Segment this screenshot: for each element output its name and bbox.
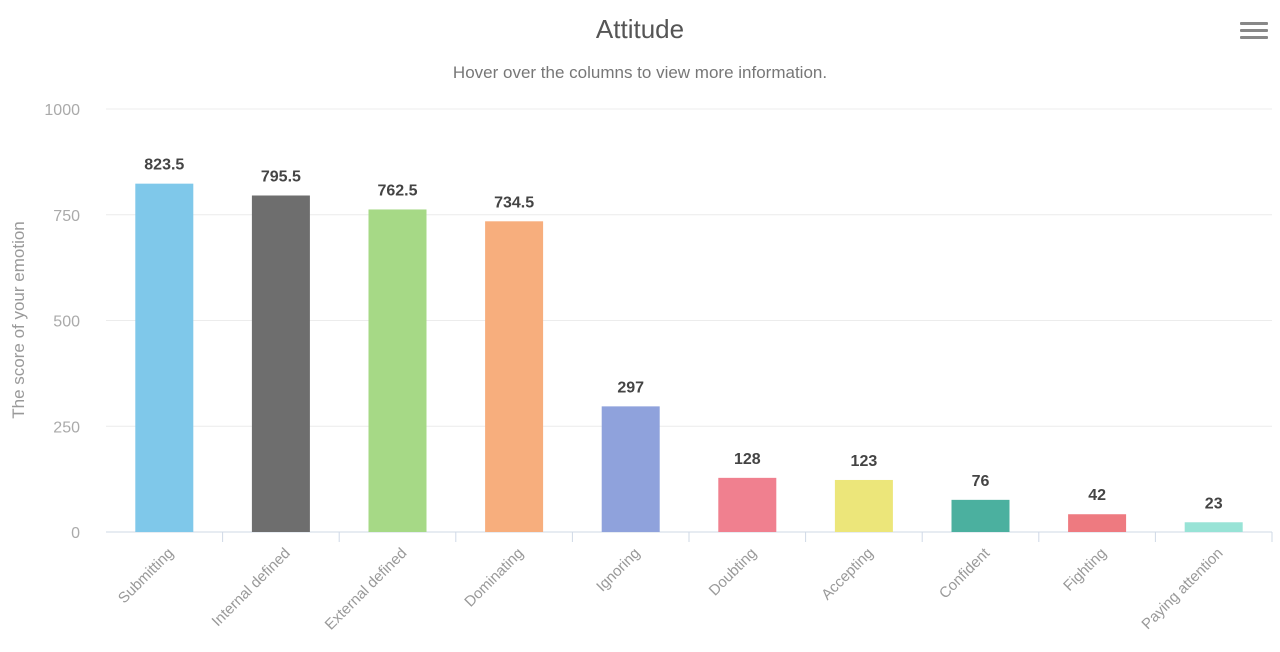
data-label: 734.5 xyxy=(494,194,534,211)
bar-submitting[interactable] xyxy=(135,183,194,533)
chart-title: Attitude xyxy=(595,14,685,44)
bar-ignoring[interactable] xyxy=(601,406,660,532)
hamburger-menu-icon[interactable] xyxy=(1240,22,1268,46)
chart-subtitle: Hover over the columns to view more info… xyxy=(452,63,828,82)
menu-line xyxy=(1240,22,1268,25)
bar-external-defined[interactable] xyxy=(368,209,427,532)
x-category-label: Accepting xyxy=(818,545,877,604)
menu-line xyxy=(1240,29,1268,32)
x-category-label: Doubting xyxy=(706,545,760,599)
menu-line xyxy=(1240,36,1268,39)
data-label: 297 xyxy=(617,379,644,396)
x-category-label: Ignoring xyxy=(593,545,643,595)
data-label: 76 xyxy=(972,473,990,490)
x-category-label: Internal defined xyxy=(209,545,294,630)
x-category-label: Dominating xyxy=(461,545,527,611)
y-tick-label: 1000 xyxy=(44,102,80,119)
data-label: 123 xyxy=(851,453,878,470)
y-axis-title: The score of your emotion xyxy=(9,221,28,418)
bar-confident[interactable] xyxy=(951,499,1010,532)
data-label: 23 xyxy=(1205,495,1223,512)
x-category-label: Submitting xyxy=(115,545,177,607)
data-label: 42 xyxy=(1088,487,1106,504)
x-category-label: External defined xyxy=(322,545,411,634)
bar-paying-attention[interactable] xyxy=(1184,522,1243,532)
x-category-label: Paying attention xyxy=(1138,545,1226,633)
bar-fighting[interactable] xyxy=(1068,514,1127,532)
bar-dominating[interactable] xyxy=(485,221,544,532)
bar-internal-defined[interactable] xyxy=(251,195,310,533)
x-category-label: Confident xyxy=(936,544,994,602)
data-label: 823.5 xyxy=(144,157,184,174)
y-tick-label: 500 xyxy=(53,314,80,331)
y-tick-label: 750 xyxy=(53,208,80,225)
data-label: 762.5 xyxy=(377,182,417,199)
x-category-label: Fighting xyxy=(1060,545,1110,595)
bar-accepting[interactable] xyxy=(834,479,893,532)
data-label: 128 xyxy=(734,451,761,468)
y-tick-label: 0 xyxy=(71,525,80,542)
y-tick-label: 250 xyxy=(53,419,80,436)
bar-doubting[interactable] xyxy=(718,477,777,532)
data-label: 795.5 xyxy=(261,169,301,186)
